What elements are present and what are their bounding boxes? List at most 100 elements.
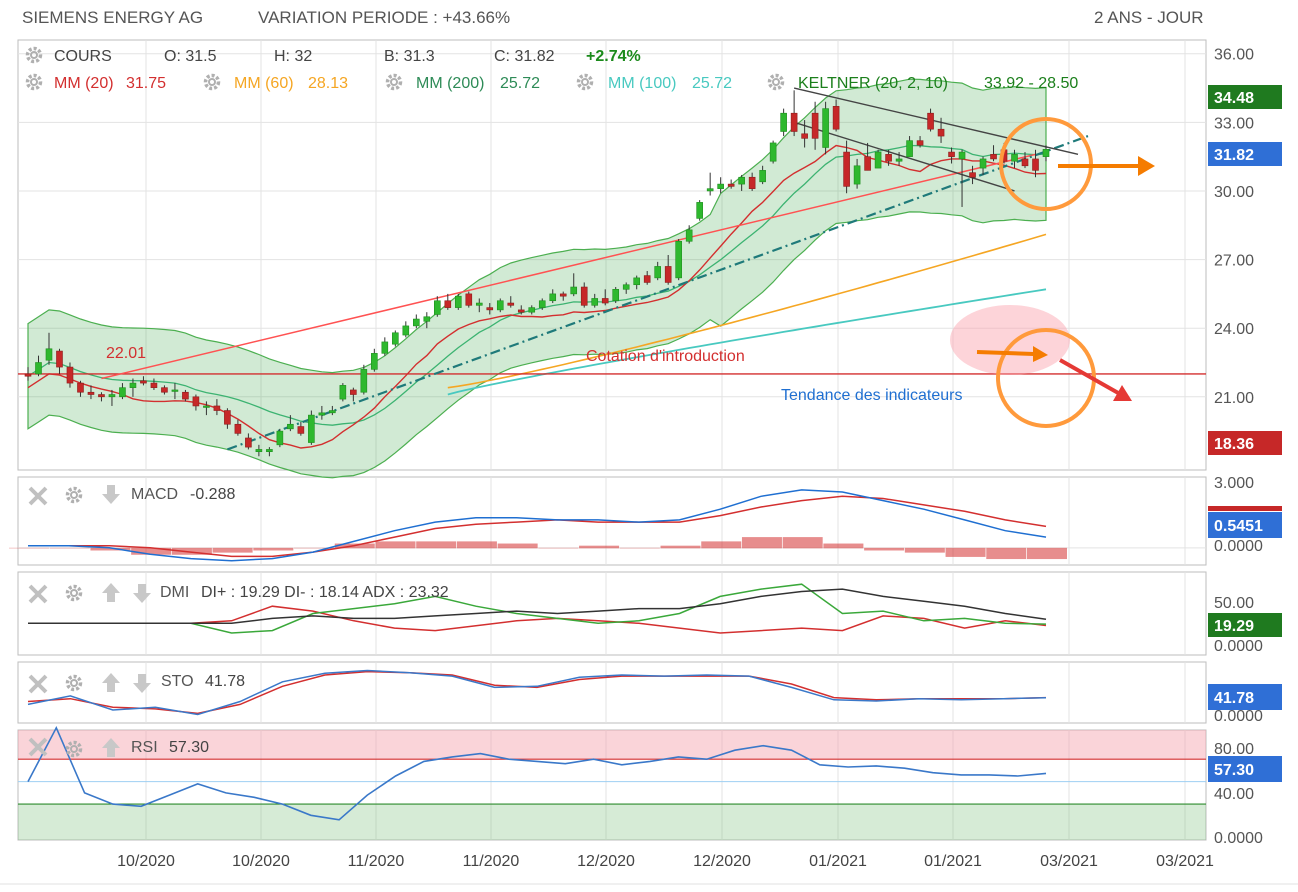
candle[interactable] (454, 293, 462, 310)
candle[interactable] (738, 174, 745, 191)
candle[interactable] (360, 364, 368, 395)
candle[interactable] (1011, 149, 1018, 169)
candle[interactable] (958, 149, 966, 207)
candle[interactable] (1042, 145, 1050, 162)
candle[interactable] (140, 376, 147, 386)
candle[interactable] (769, 140, 777, 164)
candle[interactable] (413, 314, 420, 329)
candle[interactable] (517, 305, 525, 315)
candle[interactable] (874, 149, 882, 169)
candle[interactable] (87, 385, 95, 400)
candle[interactable] (339, 383, 347, 402)
candle[interactable] (717, 177, 724, 194)
candle[interactable] (853, 158, 861, 189)
candle[interactable] (234, 419, 242, 436)
candle[interactable] (224, 408, 231, 429)
candle[interactable] (98, 392, 105, 402)
gear-icon[interactable] (65, 674, 83, 692)
candle[interactable] (685, 225, 693, 244)
gear-icon[interactable] (576, 73, 594, 91)
gear-icon[interactable] (65, 486, 83, 504)
gear-icon[interactable] (385, 73, 403, 91)
gear-icon[interactable] (65, 740, 83, 758)
close-icon[interactable] (28, 674, 48, 694)
candle[interactable] (203, 401, 210, 416)
candle[interactable] (591, 293, 599, 308)
candle[interactable] (423, 312, 431, 329)
candle[interactable] (601, 289, 609, 306)
candle[interactable] (559, 291, 567, 301)
move-up-icon[interactable] (102, 583, 120, 602)
candle[interactable] (643, 271, 651, 285)
candle[interactable] (24, 367, 32, 381)
candle[interactable] (287, 415, 294, 432)
candle[interactable] (297, 421, 305, 436)
candle[interactable] (664, 255, 672, 285)
candle[interactable] (371, 348, 378, 372)
candle[interactable] (245, 433, 252, 450)
candle[interactable] (811, 101, 819, 150)
candle[interactable] (916, 136, 924, 148)
candle[interactable] (381, 337, 389, 356)
candle[interactable] (402, 321, 410, 338)
candle[interactable] (35, 355, 42, 377)
candle[interactable] (433, 296, 441, 317)
candle[interactable] (465, 291, 473, 308)
candle[interactable] (864, 142, 871, 171)
candle[interactable] (895, 152, 903, 166)
candle[interactable] (444, 293, 452, 310)
candle[interactable] (507, 296, 515, 308)
candle[interactable] (654, 261, 661, 281)
candle[interactable] (937, 117, 945, 143)
candle[interactable] (727, 179, 735, 189)
candle[interactable] (979, 156, 987, 175)
candle[interactable] (150, 378, 158, 390)
candle[interactable] (622, 282, 630, 294)
candle[interactable] (129, 378, 137, 397)
candle[interactable] (549, 289, 557, 304)
move-down-icon[interactable] (133, 584, 151, 603)
candle[interactable] (570, 273, 578, 297)
candle[interactable] (790, 90, 798, 137)
candle[interactable] (675, 238, 682, 281)
candle[interactable] (350, 387, 357, 402)
candle[interactable] (161, 385, 168, 395)
candle[interactable] (45, 332, 53, 365)
gear-icon[interactable] (203, 73, 221, 91)
candle[interactable] (580, 282, 588, 308)
close-icon[interactable] (28, 584, 48, 604)
gear-icon[interactable] (25, 73, 43, 91)
gear-icon[interactable] (65, 584, 83, 602)
candle[interactable] (56, 348, 63, 374)
candle[interactable] (801, 120, 808, 148)
candle[interactable] (66, 362, 74, 388)
gear-icon[interactable] (767, 73, 785, 91)
gear-icon[interactable] (25, 46, 43, 64)
move-up-icon[interactable] (102, 673, 120, 692)
candle[interactable] (192, 394, 200, 411)
candle[interactable] (308, 410, 315, 445)
candle[interactable] (706, 172, 714, 196)
candle[interactable] (475, 298, 483, 313)
candle[interactable] (119, 383, 126, 400)
candle[interactable] (318, 405, 326, 420)
candle[interactable] (182, 389, 189, 402)
candle[interactable] (1021, 152, 1029, 169)
candle[interactable] (822, 101, 829, 155)
candle[interactable] (276, 428, 284, 448)
candle[interactable] (255, 444, 263, 457)
close-icon[interactable] (28, 737, 48, 757)
candle[interactable] (759, 165, 766, 185)
move-down-icon[interactable] (102, 485, 120, 504)
candle[interactable] (948, 147, 955, 164)
candle[interactable] (906, 136, 913, 157)
candle[interactable] (748, 172, 756, 191)
candle[interactable] (528, 305, 536, 315)
candle[interactable] (108, 389, 116, 406)
move-up-icon[interactable] (102, 738, 120, 757)
candle[interactable] (885, 149, 892, 166)
candle[interactable] (969, 165, 976, 185)
candle[interactable] (538, 298, 546, 310)
close-icon[interactable] (28, 486, 48, 506)
